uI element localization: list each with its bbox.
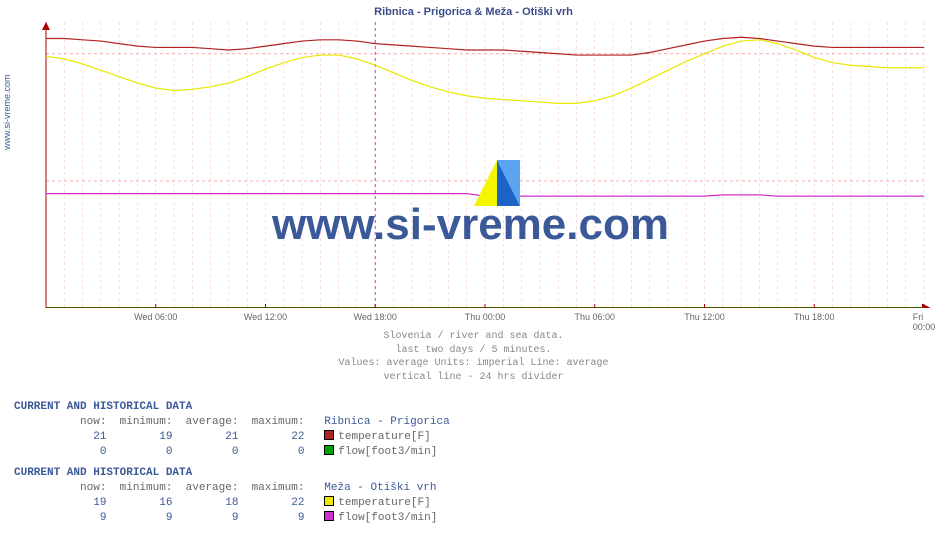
- data-block-title: CURRENT AND HISTORICAL DATA: [14, 400, 450, 415]
- legend-swatch: [324, 445, 334, 455]
- data-block-ribnica: CURRENT AND HISTORICAL DATA now: minimum…: [14, 400, 450, 459]
- caption-line: Values: average Units: imperial Line: av…: [0, 357, 947, 371]
- x-tick-label: Thu 18:00: [794, 312, 835, 322]
- data-row: 0 0 0 0 flow[foot3/min]: [14, 445, 450, 460]
- caption-line: last two days / 5 minutes.: [0, 344, 947, 358]
- data-row: 21 19 21 22 temperature[F]: [14, 430, 450, 445]
- chart-title: Ribnica - Prigorica & Meža - Otiški vrh: [0, 6, 947, 18]
- source-link[interactable]: www.si-vreme.com: [2, 74, 12, 150]
- x-axis-labels: Wed 06:00 Wed 12:00 Wed 18:00 Thu 00:00 Thu …: [42, 312, 932, 326]
- legend-swatch: [324, 511, 334, 521]
- legend-label: flow[foot3/min]: [338, 446, 437, 458]
- legend-label: flow[foot3/min]: [338, 512, 437, 524]
- data-row: 9 9 9 9 flow[foot3/min]: [14, 511, 437, 526]
- x-tick-label: Wed 18:00: [354, 312, 397, 322]
- data-block-meza: CURRENT AND HISTORICAL DATA now: minimum…: [14, 466, 437, 525]
- legend-label: temperature[F]: [338, 497, 430, 509]
- x-tick-label: Fri 00:00: [913, 312, 936, 332]
- data-block-title: CURRENT AND HISTORICAL DATA: [14, 466, 437, 481]
- page-root: www.si-vreme.com Ribnica - Prigorica & M…: [0, 0, 947, 550]
- x-tick-label: Thu 00:00: [465, 312, 506, 322]
- caption-line: vertical line - 24 hrs divider: [0, 371, 947, 385]
- x-tick-label: Wed 06:00: [134, 312, 177, 322]
- legend-swatch: [324, 430, 334, 440]
- x-tick-label: Thu 12:00: [684, 312, 725, 322]
- chart-area: 1020 www.si-vreme.com: [42, 22, 932, 308]
- x-tick-label: Wed 12:00: [244, 312, 287, 322]
- caption-line: Slovenia / river and sea data.: [0, 330, 947, 344]
- legend-swatch: [324, 496, 334, 506]
- data-block-header-row: now: minimum: average: maximum: Meža - O…: [14, 481, 437, 496]
- x-tick-label: Thu 06:00: [574, 312, 615, 322]
- data-block-header-row: now: minimum: average: maximum: Ribnica …: [14, 415, 450, 430]
- data-row: 19 16 18 22 temperature[F]: [14, 496, 437, 511]
- chart-caption: Slovenia / river and sea data. last two …: [0, 330, 947, 384]
- watermark-text: www.si-vreme.com: [272, 200, 669, 250]
- legend-label: temperature[F]: [338, 431, 430, 443]
